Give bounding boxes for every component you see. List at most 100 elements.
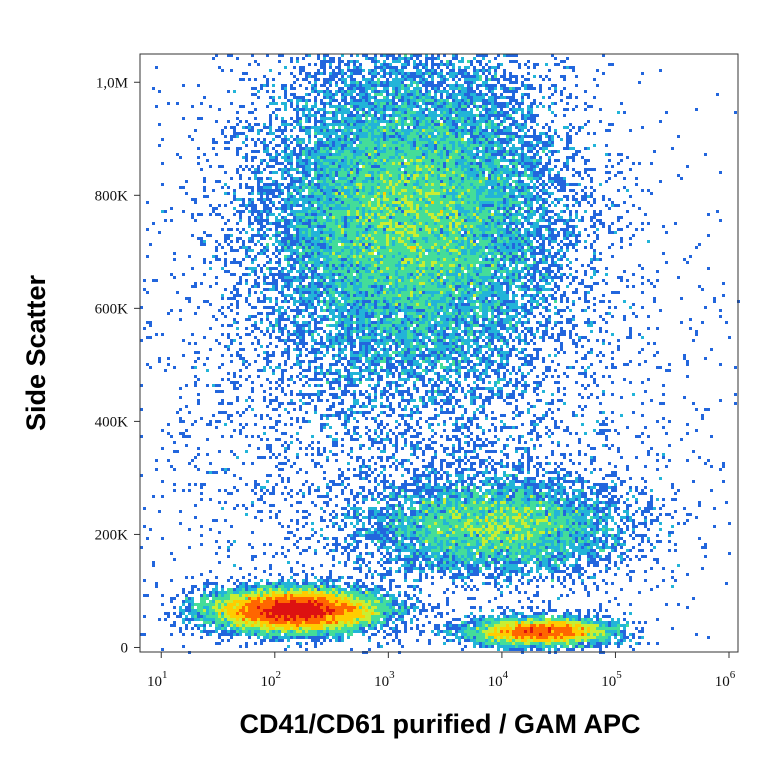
density-cell [464,195,467,198]
density-cell [242,126,245,129]
density-cell [485,78,488,81]
density-cell [470,114,473,117]
density-cell [434,216,437,219]
density-cell [479,228,482,231]
density-cell [371,210,374,213]
density-cell [380,99,383,102]
density-cell [302,174,305,177]
density-cell [431,75,434,78]
density-cell [386,153,389,156]
density-cell [566,162,569,165]
density-cell [320,225,323,228]
density-cell [491,129,494,132]
density-cell [293,186,296,189]
density-cell [413,171,416,174]
density-cell [527,219,530,222]
density-cell [410,84,413,87]
density-cell [398,108,401,111]
density-cell [491,216,494,219]
density-cell [494,87,497,90]
density-cell [452,168,455,171]
density-cell [677,135,680,138]
density-cell [317,174,320,177]
density-cell [383,111,386,114]
density-cell [395,216,398,219]
density-cell [407,159,410,162]
density-cell [383,66,386,69]
density-cell [494,171,497,174]
density-cell [317,54,320,57]
density-cell [413,201,416,204]
density-cell [584,198,587,201]
density-cell [260,189,263,192]
density-cell [344,90,347,93]
density-cell [452,192,455,195]
density-cell [488,189,491,192]
density-cell [308,81,311,84]
density-cell [305,156,308,159]
density-cell [506,216,509,219]
density-cell [401,222,404,225]
density-cell [260,210,263,213]
density-cell [332,174,335,177]
density-cell [509,150,512,153]
density-cell [326,219,329,222]
density-cell [341,90,344,93]
density-cell [467,162,470,165]
density-cell [563,177,566,180]
density-cell [449,117,452,120]
density-cell [497,177,500,180]
density-cell [503,96,506,99]
density-cell [329,186,332,189]
density-cell [275,195,278,198]
density-cell [347,207,350,210]
density-cell [359,216,362,219]
density-cell [485,120,488,123]
density-cell [281,156,284,159]
density-cell [266,144,269,147]
density-cell [434,138,437,141]
density-cell [341,99,344,102]
density-cell [575,96,578,99]
density-cell [494,69,497,72]
density-cell [389,219,392,222]
density-cell [476,123,479,126]
density-cell [368,72,371,75]
density-cell [344,126,347,129]
density-cell [545,165,548,168]
density-cell [497,78,500,81]
density-cell [446,186,449,189]
density-cell [215,141,218,144]
density-cell [281,174,284,177]
density-cell [341,108,344,111]
density-cell [299,222,302,225]
density-cell [464,99,467,102]
density-cell [341,96,344,99]
density-cell [359,201,362,204]
density-cell [272,204,275,207]
density-cell [290,204,293,207]
density-cell [593,201,596,204]
density-cell [326,183,329,186]
density-cell [356,111,359,114]
density-cell [344,120,347,123]
density-cell [470,117,473,120]
density-cell [257,129,260,132]
density-cell [413,222,416,225]
density-cell [248,63,251,66]
density-cell [311,162,314,165]
density-cell [392,228,395,231]
density-cell [281,84,284,87]
density-cell [308,156,311,159]
density-cell [365,78,368,81]
density-cell [590,195,593,198]
density-cell [458,105,461,108]
density-cell [305,198,308,201]
density-cell [425,210,428,213]
density-cell [371,120,374,123]
density-cell [530,84,533,87]
density-cell [407,171,410,174]
density-cell [449,186,452,189]
density-cell [443,108,446,111]
density-cell [587,132,590,135]
